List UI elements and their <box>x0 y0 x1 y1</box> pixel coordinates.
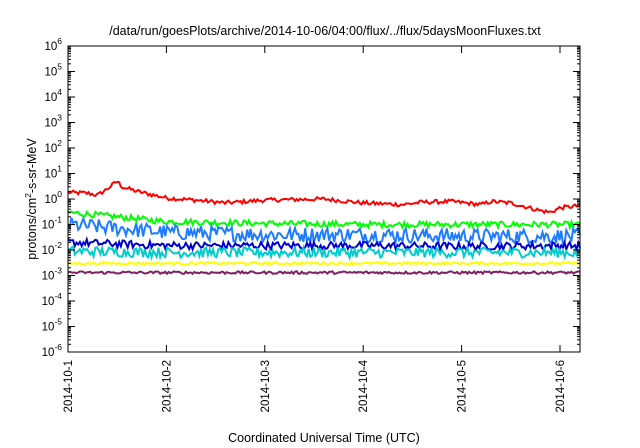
x-axis-label: Coordinated Universal Time (UTC) <box>228 431 420 445</box>
y-tick-label: 105 <box>44 62 62 79</box>
plot-frame <box>67 45 581 353</box>
x-tick-label: 2014-10-1 <box>63 360 75 412</box>
series-line-7 <box>67 269 581 276</box>
y-tick-label: 10-1 <box>42 215 63 232</box>
y-tick-label: 100 <box>44 189 62 206</box>
y-tick-label: 103 <box>44 113 62 130</box>
series-line-4 <box>67 236 581 253</box>
y-tick-label: 104 <box>44 87 62 104</box>
y-tick-label: 102 <box>44 138 62 155</box>
x-tick-label: 2014-10-6 <box>555 360 567 412</box>
x-tick-label: 2014-10-5 <box>457 360 469 412</box>
y-axis-label: protons/cm2-s-sr-MeV <box>23 138 39 260</box>
series-line-5 <box>67 243 581 262</box>
y-tick-label: 10-5 <box>42 317 63 334</box>
y-tick-label: 10-3 <box>42 266 63 283</box>
series-line-6 <box>67 260 581 267</box>
series-line-3 <box>67 215 581 246</box>
y-tick-label: 106 <box>44 36 62 53</box>
y-tick-label: 10-4 <box>42 291 63 308</box>
y-tick-label: 10-6 <box>42 342 63 359</box>
plot-area <box>67 180 581 276</box>
x-tick-label: 2014-10-4 <box>358 359 370 412</box>
x-tick-label: 2014-10-3 <box>260 360 272 412</box>
series-line-1 <box>67 180 581 215</box>
y-tick-label: 10-2 <box>42 240 63 257</box>
y-tick-label: 101 <box>44 164 62 181</box>
chart-title: /data/run/goesPlots/archive/2014-10-06/0… <box>109 24 541 38</box>
x-tick-label: 2014-10-2 <box>161 360 173 412</box>
series-line-2 <box>67 209 581 232</box>
y-axis-ticks: 106 105 104 103 102 101 100 10-1 10-2 10-3 10-4 10-… <box>42 36 580 359</box>
